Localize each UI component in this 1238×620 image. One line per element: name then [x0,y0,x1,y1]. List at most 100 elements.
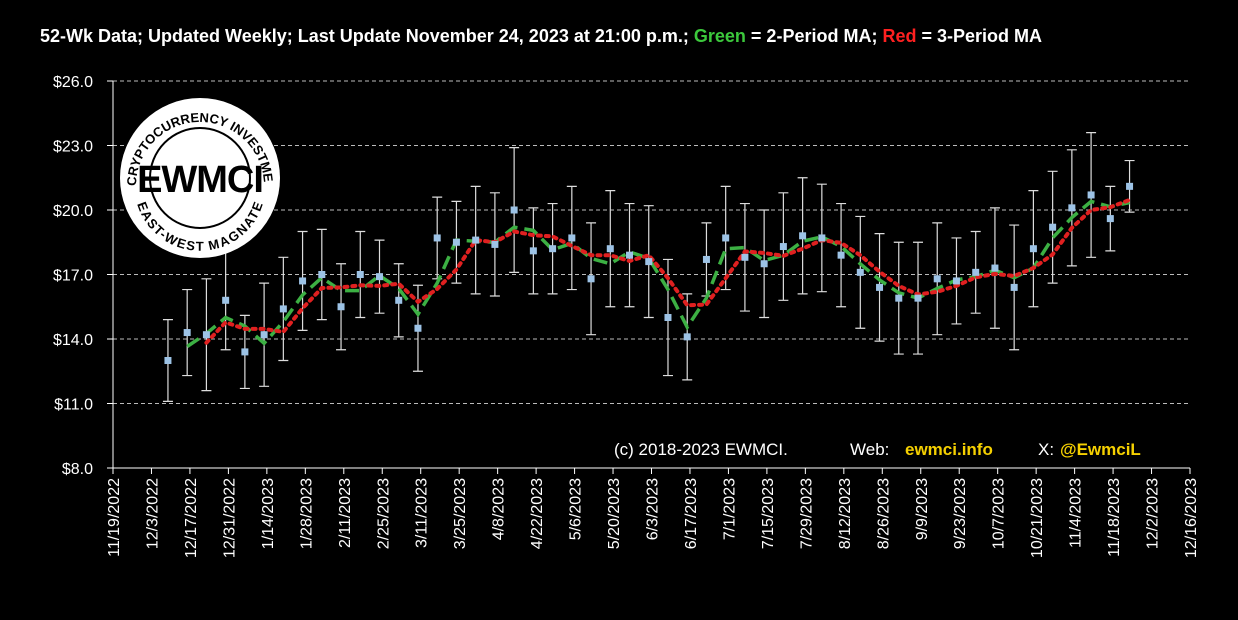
data-point [818,234,826,242]
data-point [414,324,422,332]
data-point [645,258,653,266]
data-point [606,245,614,253]
data-point [222,296,230,304]
data-point [356,271,364,278]
x-tick-label: 12/17/2022 [183,478,200,558]
data-point [895,294,903,302]
plot-area: $8.0 $11.0 $14.0 $17.0 $20.0 $23.0 $26.0 11/19/… [53,74,1200,558]
logo-circle [120,98,280,258]
data-point [952,277,960,285]
y-tick-label: $14.0 [53,332,93,349]
x-tick-label: 11/18/2023 [1106,478,1123,557]
logo-ring [149,127,251,229]
x-tick-label: 6/17/2023 [683,478,700,549]
x-tick-label: 2/11/2023 [337,478,354,548]
title-text: = 2-Period MA; [746,26,883,46]
data-point [260,331,268,339]
data-point [318,271,326,278]
x-tick-label: 6/3/2023 [645,478,662,540]
x-tick-label: 11/19/2022 [106,478,123,557]
data-point [1049,223,1057,231]
x-tick-label: 10/21/2023 [1029,478,1046,558]
x-tick-label: 7/15/2023 [760,478,777,549]
y-tick-label: $17.0 [53,268,93,285]
data-point [183,329,191,337]
x-tick-label: 1/28/2023 [298,478,315,549]
footer-x-handle: @EwmciL [1060,440,1141,459]
data-point [1029,245,1037,253]
x-tick-label: 8/12/2023 [837,478,854,549]
data-point [664,314,672,321]
y-tick-label: $11.0 [54,397,93,414]
data-point [856,268,864,276]
x-tick-label: 9/23/2023 [952,478,969,549]
data-point [549,245,557,253]
x-tick-label: 3/25/2023 [452,478,469,549]
footer-copyright: (c) 2018-2023 EWMCI. [614,440,788,459]
data-point [722,234,730,242]
data-point [683,333,691,341]
data-point [837,251,845,259]
x-tick-label: 11/4/2023 [1068,478,1085,548]
x-tick-label: 10/7/2023 [991,478,1008,549]
x-tick-label: 7/1/2023 [721,478,738,540]
footer-web-label: Web: [850,440,889,459]
y-tick-label: $20.0 [53,203,93,220]
data-point [279,305,287,313]
x-tick-label: 2/25/2023 [375,478,392,549]
data-point [529,247,537,255]
data-point [472,236,480,244]
data-point [299,277,307,285]
title-green: Green [694,26,746,46]
chart-title: 52-Wk Data; Updated Weekly; Last Update … [40,26,1042,46]
x-tick-label: 12/3/2022 [144,478,161,549]
data-point [760,260,768,268]
data-point [933,275,941,283]
x-tick-label: 9/9/2023 [914,478,931,540]
x-tick-label: 12/2/2023 [1145,478,1162,549]
data-point [1010,283,1018,291]
moving-average-line [204,197,1132,345]
data-point [452,238,460,246]
data-point [164,357,172,364]
x-tick-label: 8/26/2023 [875,478,892,549]
x-tick-label: 5/6/2023 [568,478,585,540]
data-point [1087,191,1095,199]
x-tick-label: 12/16/2023 [1183,478,1200,558]
data-point [741,253,749,261]
title-red: Red [882,26,916,46]
data-point [587,275,595,283]
x-tick-label: 1/14/2023 [260,478,277,549]
data-point [702,255,710,263]
x-tick-label: 3/11/2023 [414,478,431,548]
data-point [241,348,249,356]
y-tick-label: $26.0 [53,74,93,91]
title-text: 52-Wk Data; Updated Weekly; Last Update … [40,26,694,46]
title-text: = 3-Period MA [916,26,1042,46]
data-point [510,206,518,214]
data-point [972,268,980,276]
x-tick-label: 4/8/2023 [491,478,508,540]
data-point [799,232,807,240]
footer-x-label: X: [1038,440,1054,459]
x-tick-label: 7/29/2023 [798,478,815,549]
data-point [491,240,499,248]
data-point [914,294,922,302]
data-point [337,303,345,311]
y-tick-label: $8.0 [62,461,93,478]
data-point [1106,215,1114,223]
data-point [1126,182,1134,190]
y-tick-label: $23.0 [53,139,93,156]
data-point [376,273,384,281]
data-point [876,283,884,291]
data-point [568,234,576,242]
x-tick-label: 4/22/2023 [529,478,546,549]
logo-center: EWMCI [137,159,263,201]
data-point [1068,204,1076,212]
data-point [991,264,999,272]
data-point [433,234,441,242]
data-point [395,296,403,304]
data-point [779,243,787,251]
data-point [202,331,210,339]
